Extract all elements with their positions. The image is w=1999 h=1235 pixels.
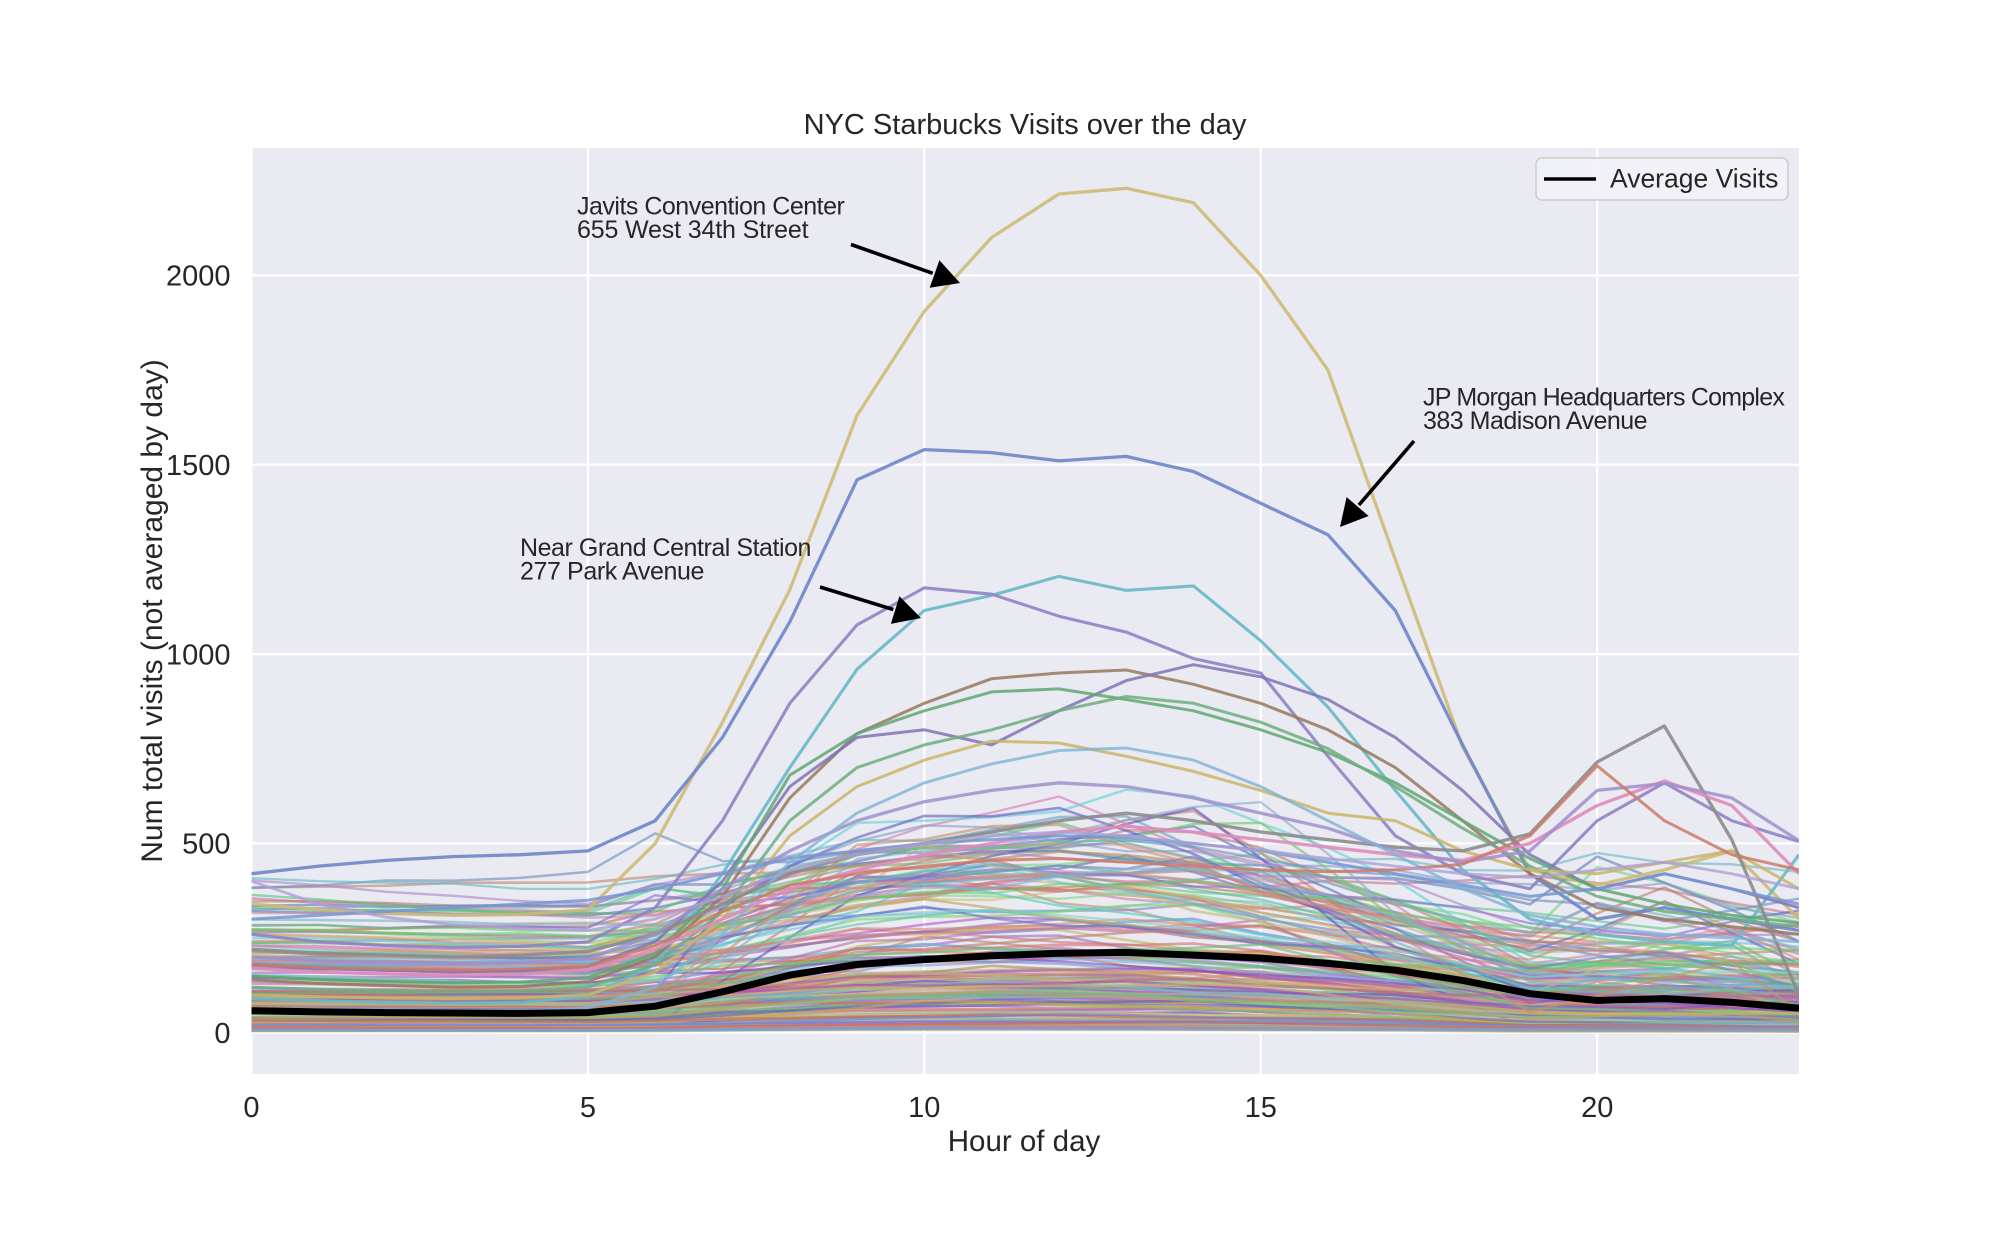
svg-text:2000: 2000 xyxy=(166,261,231,293)
svg-text:20: 20 xyxy=(1581,1092,1613,1124)
svg-text:NYC Starbucks Visits over the: NYC Starbucks Visits over the day xyxy=(804,109,1247,141)
svg-text:655 West 34th Street: 655 West 34th Street xyxy=(577,216,809,244)
svg-text:Hour of day: Hour of day xyxy=(948,1125,1101,1158)
svg-text:Javits Convention Center: Javits Convention Center xyxy=(577,193,844,221)
svg-text:1500: 1500 xyxy=(166,450,231,482)
svg-text:15: 15 xyxy=(1245,1092,1277,1124)
svg-text:0: 0 xyxy=(214,1018,230,1050)
svg-text:Average Visits: Average Visits xyxy=(1610,164,1778,194)
svg-text:5: 5 xyxy=(580,1092,596,1124)
svg-text:277 Park Avenue: 277 Park Avenue xyxy=(520,558,704,586)
svg-text:10: 10 xyxy=(908,1092,940,1124)
svg-text:Near Grand Central Station: Near Grand Central Station xyxy=(520,534,811,562)
svg-text:1000: 1000 xyxy=(166,639,231,671)
svg-text:Num total visits (not averaged: Num total visits (not averaged by day) xyxy=(136,359,169,863)
svg-text:500: 500 xyxy=(182,829,230,861)
svg-text:JP Morgan Headquarters Complex: JP Morgan Headquarters Complex xyxy=(1423,384,1785,412)
svg-text:383 Madison Avenue: 383 Madison Avenue xyxy=(1423,407,1647,435)
svg-text:0: 0 xyxy=(243,1092,259,1124)
